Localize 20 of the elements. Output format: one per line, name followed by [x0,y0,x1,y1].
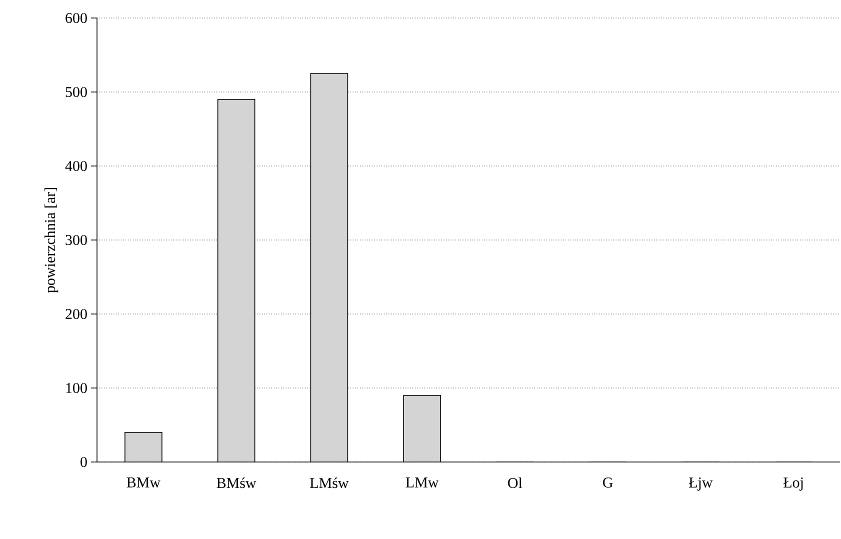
bar [124,432,162,462]
bar [218,99,255,462]
bar [404,395,441,462]
x-tick-label: G [603,478,613,488]
y-tick-label: 100 [66,382,87,394]
y-tick-label: 0 [80,456,87,468]
y-tick-label: 400 [65,160,87,172]
y-tick-label: 300 [66,234,87,246]
y-tick-label: 500 [66,86,87,98]
y-tick-label: 600 [66,12,87,24]
bar [310,74,348,462]
x-tick-label: LMśw [310,478,349,488]
x-tick-label: Łjw [688,478,713,491]
y-axis-title: powierzchnia [ar] [44,188,58,293]
x-tick-label: BMśw [216,478,256,488]
x-tick-label: Ol [508,478,522,488]
x-tick-label: Łoj [783,478,803,491]
y-tick-label: 200 [66,308,87,320]
x-tick-label: BMw [126,478,160,488]
x-tick-label: LMw [406,478,439,488]
